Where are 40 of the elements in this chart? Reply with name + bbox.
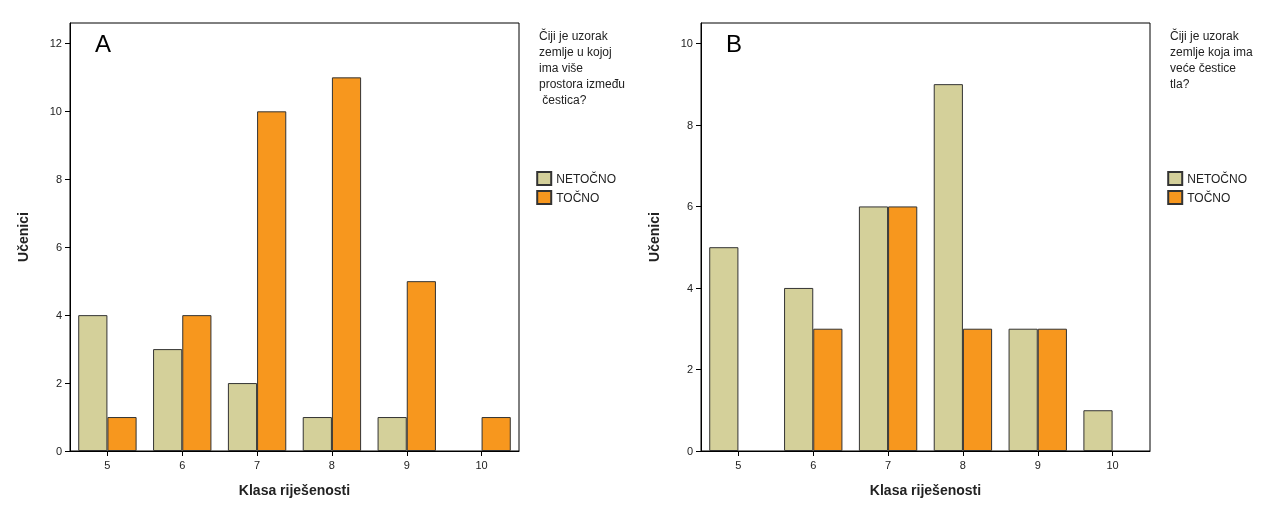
chart-title: A xyxy=(95,29,112,57)
y-tick-label: 10 xyxy=(49,105,62,118)
y-axis-title: Učenici xyxy=(15,212,31,262)
y-tick-label: 8 xyxy=(686,118,693,131)
x-axis-title: Klasa riješenosti xyxy=(869,482,982,498)
x-tick-label: 8 xyxy=(959,458,966,471)
legend-label: TOČNO xyxy=(1187,189,1231,205)
x-tick-label: 6 xyxy=(810,458,817,471)
x-axis-title: Klasa riješenosti xyxy=(238,482,351,498)
y-axis-title: Učenici xyxy=(646,212,662,262)
y-tick-label: 0 xyxy=(55,445,62,457)
y-tick-label: 4 xyxy=(686,281,693,294)
x-tick-label: 8 xyxy=(328,458,335,471)
y-tick-label: 0 xyxy=(686,445,693,457)
legend-label: NETOČNO xyxy=(556,170,617,186)
legend-title: Čiji je uzorak zemlje koja ima veće čestice tla? xyxy=(1170,28,1257,91)
x-tick-label: 6 xyxy=(179,458,186,471)
x-tick-label: 9 xyxy=(403,458,410,471)
x-tick-label: 7 xyxy=(885,458,892,471)
x-tick-label: 10 xyxy=(1106,458,1119,471)
x-tick-label: 10 xyxy=(475,458,488,471)
y-tick-label: 6 xyxy=(55,241,62,254)
bar xyxy=(1083,410,1113,451)
x-tick-label: 7 xyxy=(254,458,261,471)
y-tick-label: 8 xyxy=(55,173,62,186)
legend-label: NETOČNO xyxy=(1187,170,1248,186)
legend-label: TOČNO xyxy=(556,189,600,205)
bar xyxy=(481,417,511,451)
legend-title: Čiji je uzorak zemlje u kojoj ima više prostora između čestica? xyxy=(539,28,626,107)
y-tick-label: 2 xyxy=(686,363,693,376)
y-tick-label: 6 xyxy=(686,200,693,213)
x-tick-label: 5 xyxy=(735,458,742,471)
chart-title: B xyxy=(726,29,743,57)
y-tick-label: 12 xyxy=(49,37,62,50)
y-tick-label: 10 xyxy=(680,37,693,50)
y-tick-label: 2 xyxy=(55,377,62,390)
x-tick-label: 5 xyxy=(104,458,111,471)
y-tick-label: 4 xyxy=(55,309,62,322)
bar xyxy=(709,247,739,451)
x-tick-label: 9 xyxy=(1034,458,1041,471)
